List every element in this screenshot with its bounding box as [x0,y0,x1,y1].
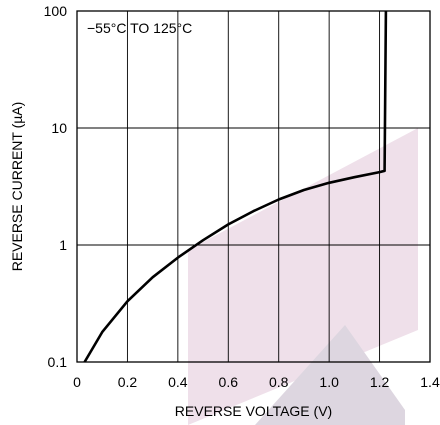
y-axis-title: REVERSE CURRENT (µA) [9,102,25,272]
series-line [83,10,388,363]
y-tick-label: 1 [59,237,67,253]
plot-frame [76,10,431,363]
x-tick-labels: 0 0.2 0.4 0.6 0.8 1.0 1.2 1.4 [73,374,440,390]
series-lines [83,10,388,363]
x-tick-label: 0.4 [168,374,188,390]
y-tick-label: 0.1 [48,354,68,370]
watermark-shape [188,128,418,425]
x-tick-label: 1.2 [370,374,390,390]
y-tick-label: 10 [51,120,67,136]
x-tick-label: 0.8 [269,374,289,390]
y-tick-labels: 0.1 1 10 100 [44,3,68,370]
x-tick-label: 0.6 [219,374,239,390]
x-tick-label: 0 [73,374,81,390]
watermark-shape-accent [255,325,405,425]
temperature-annotation: −55°C TO 125°C [87,20,192,36]
x-tick-label: 1.4 [420,374,440,390]
x-tick-label: 1.0 [319,374,339,390]
x-tick-label: 0.2 [118,374,138,390]
y-tick-label: 100 [44,3,68,19]
x-axis-title: REVERSE VOLTAGE (V) [175,403,332,419]
